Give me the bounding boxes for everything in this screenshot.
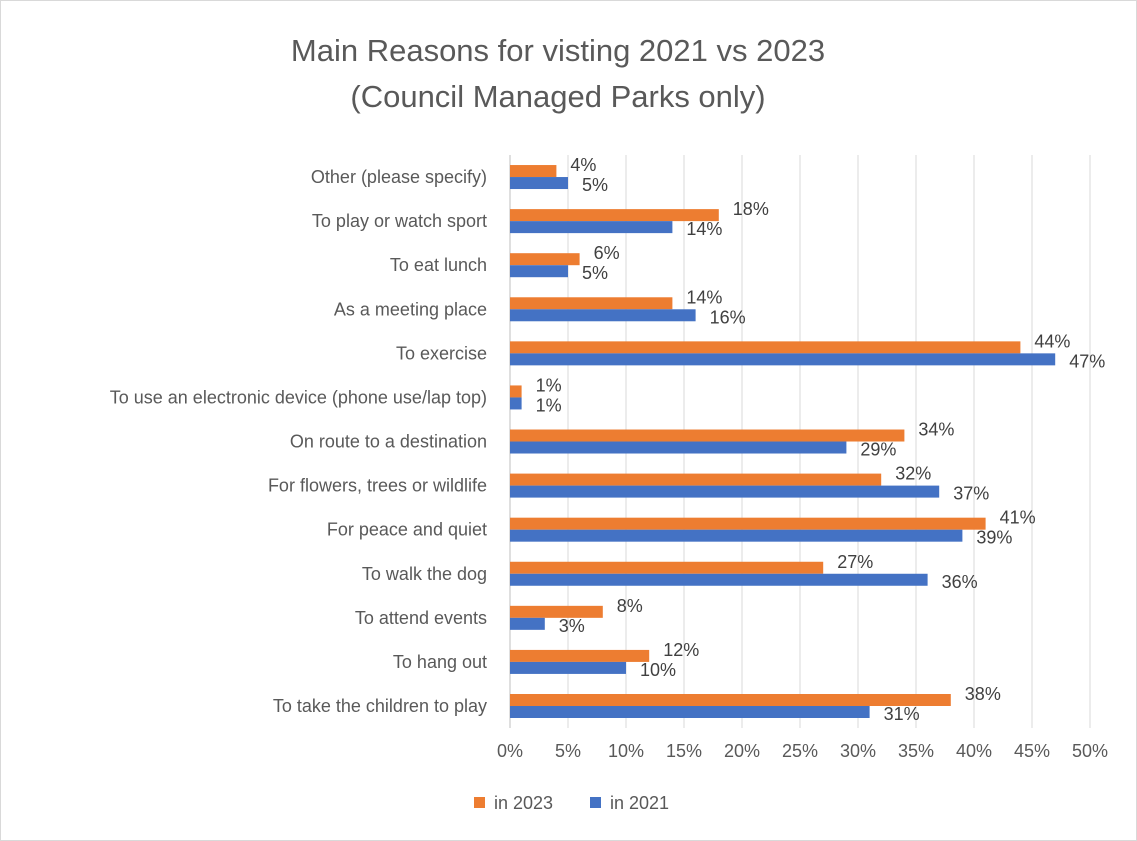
gridlines bbox=[509, 155, 1091, 729]
category-label: To hang out bbox=[393, 652, 487, 672]
x-tick-label: 0% bbox=[497, 741, 523, 761]
data-label: 27% bbox=[837, 552, 873, 572]
data-label: 14% bbox=[686, 219, 722, 239]
bar bbox=[510, 561, 824, 574]
bar bbox=[510, 473, 882, 486]
bar bbox=[510, 605, 603, 618]
x-tick-label: 20% bbox=[724, 741, 760, 761]
data-label: 14% bbox=[686, 287, 722, 307]
bar bbox=[510, 529, 963, 542]
bar bbox=[510, 341, 1021, 354]
legend-swatch-2023 bbox=[474, 797, 485, 808]
data-label: 38% bbox=[965, 684, 1001, 704]
legend-label-2023: in 2023 bbox=[494, 793, 553, 813]
category-label: To play or watch sport bbox=[312, 211, 487, 231]
legend: in 2023 in 2021 bbox=[474, 793, 669, 813]
x-tick-label: 30% bbox=[840, 741, 876, 761]
data-label: 12% bbox=[663, 640, 699, 660]
data-label: 18% bbox=[733, 199, 769, 219]
chart-title-line-1: Main Reasons for visting 2021 vs 2023 bbox=[291, 33, 825, 68]
category-label: To attend events bbox=[355, 608, 487, 628]
bar bbox=[510, 309, 696, 322]
data-label: 6% bbox=[594, 243, 620, 263]
x-tick-label: 25% bbox=[782, 741, 818, 761]
category-label: For flowers, trees or wildlife bbox=[268, 476, 487, 496]
data-label: 39% bbox=[976, 528, 1012, 548]
category-label: To walk the dog bbox=[362, 564, 487, 584]
data-label: 32% bbox=[895, 464, 931, 484]
x-axis-ticks: 0% 5% 10% 15% 20% 25% 30% 35% 40% 45% 50% bbox=[497, 741, 1108, 761]
data-label: 5% bbox=[582, 175, 608, 195]
x-tick-label: 45% bbox=[1014, 741, 1050, 761]
category-label: On route to a destination bbox=[290, 432, 487, 452]
category-label: To take the children to play bbox=[273, 696, 487, 716]
x-tick-label: 50% bbox=[1072, 741, 1108, 761]
data-label: 10% bbox=[640, 660, 676, 680]
category-label: To use an electronic device (phone use/l… bbox=[110, 387, 487, 407]
bar bbox=[510, 209, 719, 222]
bar bbox=[510, 694, 951, 706]
bar bbox=[510, 265, 568, 278]
bar bbox=[510, 253, 580, 266]
bar bbox=[510, 573, 928, 586]
bar bbox=[510, 706, 870, 718]
x-tick-label: 5% bbox=[555, 741, 581, 761]
data-label: 29% bbox=[860, 440, 896, 460]
data-label: 16% bbox=[710, 307, 746, 327]
bars bbox=[510, 165, 1056, 718]
chart-title-line-2: (Council Managed Parks only) bbox=[350, 79, 765, 114]
data-label: 41% bbox=[1000, 508, 1036, 528]
bar bbox=[510, 429, 905, 442]
data-label: 36% bbox=[942, 572, 978, 592]
category-label: For peace and quiet bbox=[327, 520, 487, 540]
bar bbox=[510, 297, 673, 310]
category-label: As a meeting place bbox=[334, 299, 487, 319]
x-tick-label: 10% bbox=[608, 741, 644, 761]
data-label: 4% bbox=[570, 155, 596, 175]
bar bbox=[510, 617, 545, 630]
bar bbox=[510, 661, 626, 674]
data-label: 3% bbox=[559, 616, 585, 636]
data-label: 1% bbox=[536, 395, 562, 415]
bar bbox=[510, 485, 940, 498]
bar bbox=[510, 385, 522, 398]
category-labels: Other (please specify) To play or watch s… bbox=[110, 167, 487, 716]
x-tick-label: 35% bbox=[898, 741, 934, 761]
legend-label-2021: in 2021 bbox=[610, 793, 669, 813]
category-label: Other (please specify) bbox=[311, 167, 487, 187]
legend-swatch-2021 bbox=[590, 797, 601, 808]
bar bbox=[510, 221, 673, 234]
data-label: 5% bbox=[582, 263, 608, 283]
data-label: 37% bbox=[953, 484, 989, 504]
x-tick-label: 15% bbox=[666, 741, 702, 761]
data-label: 44% bbox=[1034, 331, 1070, 351]
data-label: 8% bbox=[617, 596, 643, 616]
bar bbox=[510, 397, 522, 410]
bar bbox=[510, 649, 650, 662]
bar bbox=[510, 517, 986, 530]
bar bbox=[510, 441, 847, 454]
x-tick-label: 40% bbox=[956, 741, 992, 761]
data-label: 47% bbox=[1069, 351, 1105, 371]
bar bbox=[510, 165, 557, 178]
data-label: 1% bbox=[536, 375, 562, 395]
data-label: 34% bbox=[918, 420, 954, 440]
bar bbox=[510, 353, 1056, 366]
bar bbox=[510, 177, 568, 190]
data-labels: 4%5%18%14%6%5%14%16%44%47%1%1%34%29%32%3… bbox=[536, 155, 1106, 724]
category-label: To exercise bbox=[396, 343, 487, 363]
category-label: To eat lunch bbox=[390, 255, 487, 275]
data-label: 31% bbox=[884, 704, 920, 724]
